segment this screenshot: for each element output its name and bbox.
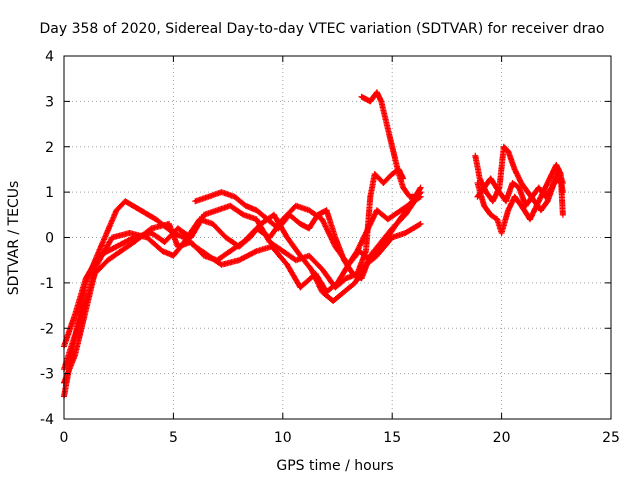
y-tick-label: 4 (45, 49, 54, 65)
x-tick-label: 10 (274, 430, 292, 446)
y-axis-title: SDTVAR / TECUs (6, 181, 22, 296)
plot-frame (63, 55, 612, 420)
data-point-markers (474, 161, 566, 236)
y-tick-label: 1 (45, 185, 54, 201)
x-tick-label: 15 (383, 430, 401, 446)
data-point-markers (358, 89, 424, 200)
x-tick-label: 0 (60, 430, 69, 446)
series-track-6 (358, 89, 424, 200)
y-tick-label: -4 (40, 412, 54, 428)
data-point-markers (474, 166, 566, 209)
series-track-8 (474, 161, 566, 236)
x-axis-title: GPS time / hours (276, 458, 393, 474)
x-tick-label: 5 (169, 430, 178, 446)
y-tick-label: -3 (40, 367, 54, 383)
data-series (61, 89, 566, 400)
data-point-markers (61, 211, 424, 386)
chart-title: Day 358 of 2020, Sidereal Day-to-day VTE… (39, 21, 604, 37)
data-point-markers (192, 189, 424, 282)
x-tick-label: 20 (493, 430, 511, 446)
y-tick-label: 0 (45, 231, 54, 247)
y-tick-label: -2 (40, 321, 54, 337)
y-tick-label: -1 (40, 276, 54, 292)
y-tick-label: 2 (45, 140, 54, 156)
y-tick-label: 3 (45, 94, 54, 110)
grid-lines (64, 56, 611, 419)
x-tick-label: 25 (602, 430, 620, 446)
series-track-9 (474, 166, 566, 209)
series-track-2 (61, 211, 424, 386)
series-track-5 (192, 189, 424, 282)
axes: 0 5 10 15 20 25 -4 -3 -2 -1 0 1 2 3 4 (40, 49, 620, 446)
